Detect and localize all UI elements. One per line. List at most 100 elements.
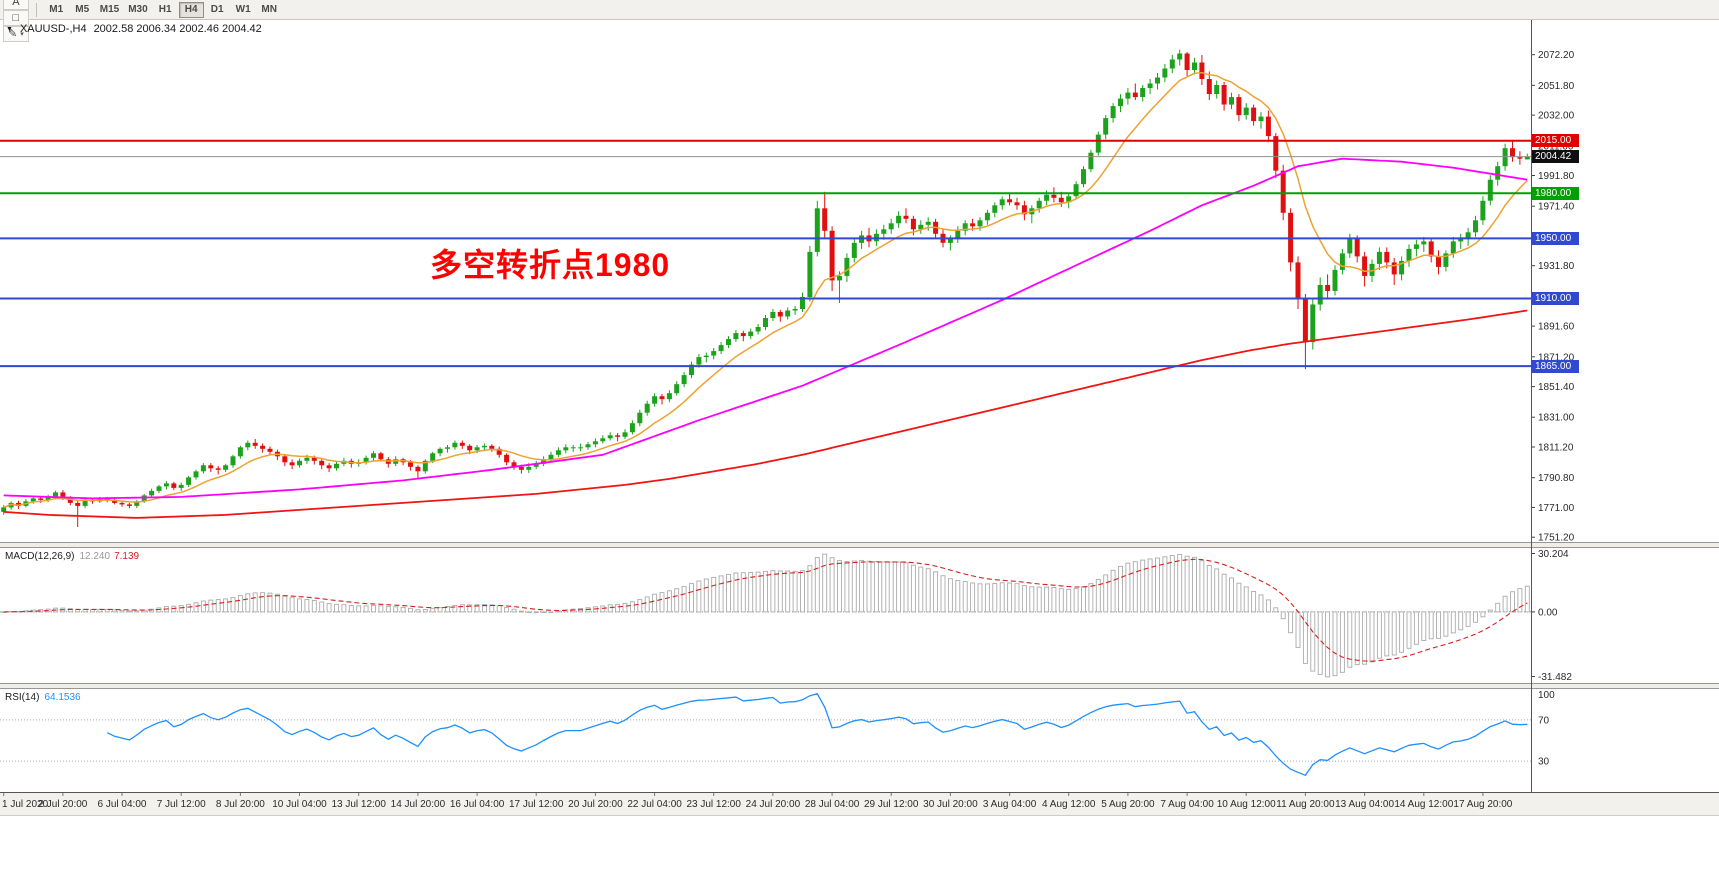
candle bbox=[504, 454, 510, 463]
candle bbox=[1132, 92, 1138, 98]
timeframe-button-mn[interactable]: MN bbox=[261, 4, 277, 15]
svg-text:14 Aug 12:00: 14 Aug 12:00 bbox=[1394, 799, 1453, 810]
candle bbox=[518, 466, 524, 470]
candle bbox=[297, 460, 302, 466]
candle bbox=[1162, 68, 1168, 78]
timeframe-button-h1[interactable]: H1 bbox=[158, 4, 172, 15]
candle bbox=[533, 463, 539, 467]
timeframe-button-m5[interactable]: M5 bbox=[75, 4, 90, 15]
candle bbox=[1199, 62, 1205, 79]
candle bbox=[67, 498, 73, 503]
candle bbox=[1192, 62, 1197, 70]
candle bbox=[1487, 179, 1493, 201]
annotation-text[interactable]: 多空转折点1980 bbox=[430, 247, 671, 283]
chart-dropdown-icon[interactable]: ▼ bbox=[6, 25, 13, 33]
candle bbox=[445, 447, 450, 449]
candle bbox=[1103, 118, 1109, 135]
rsi-value: 64.1536 bbox=[44, 692, 81, 703]
candle bbox=[777, 312, 783, 317]
candle bbox=[1436, 256, 1441, 267]
candle bbox=[1081, 169, 1086, 185]
panel-divider[interactable] bbox=[0, 684, 1719, 688]
candle bbox=[555, 450, 561, 455]
price-axis[interactable] bbox=[1531, 20, 1719, 793]
candle bbox=[925, 221, 931, 225]
svg-text:20 Jul 20:00: 20 Jul 20:00 bbox=[568, 799, 623, 810]
candle bbox=[1413, 244, 1419, 249]
candle bbox=[371, 453, 376, 458]
svg-text:6 Jul 04:00: 6 Jul 04:00 bbox=[98, 799, 147, 810]
time-axis[interactable] bbox=[0, 793, 1719, 815]
candle bbox=[237, 447, 243, 457]
text-tool-button[interactable]: A bbox=[3, 0, 29, 10]
candle bbox=[637, 412, 643, 424]
timeframe-button-h4[interactable]: H4 bbox=[178, 1, 204, 18]
candle bbox=[1221, 85, 1227, 105]
svg-text:30.204: 30.204 bbox=[1538, 549, 1569, 560]
symbol-title: XAUUSD-,H4 bbox=[19, 23, 87, 35]
svg-text:16 Jul 04:00: 16 Jul 04:00 bbox=[450, 799, 505, 810]
timeframe-button-w1[interactable]: W1 bbox=[235, 4, 251, 15]
candle bbox=[1480, 200, 1486, 221]
timeframe-button-m30[interactable]: M30 bbox=[128, 4, 148, 15]
candle bbox=[1362, 256, 1368, 276]
candle bbox=[881, 229, 887, 234]
panel-divider[interactable] bbox=[0, 543, 1719, 547]
candle bbox=[252, 442, 258, 446]
svg-text:30: 30 bbox=[1538, 757, 1550, 768]
macd-signal-line bbox=[3, 558, 1528, 662]
candle bbox=[186, 477, 192, 485]
candle bbox=[1073, 184, 1079, 197]
svg-text:14 Jul 20:00: 14 Jul 20:00 bbox=[391, 799, 446, 810]
svg-text:11 Aug 20:00: 11 Aug 20:00 bbox=[1276, 799, 1335, 810]
candle bbox=[622, 432, 628, 437]
candle bbox=[1243, 107, 1249, 116]
timeframe-button-d1[interactable]: D1 bbox=[210, 4, 224, 15]
candle bbox=[578, 447, 584, 449]
svg-text:0.00: 0.00 bbox=[1538, 607, 1558, 618]
candle bbox=[38, 498, 44, 500]
candle bbox=[822, 208, 828, 231]
rsi-name: RSI(14) bbox=[5, 692, 40, 703]
candle bbox=[1510, 148, 1515, 158]
svg-text:100: 100 bbox=[1538, 690, 1555, 701]
candle bbox=[1273, 136, 1279, 171]
price-badge-1910.00: 1910.00 bbox=[1532, 292, 1579, 305]
ma-slow-red bbox=[3, 309, 1528, 519]
svg-text:29 Jul 12:00: 29 Jul 12:00 bbox=[864, 799, 919, 810]
candle bbox=[726, 339, 731, 346]
draw-tool-button[interactable]: ✎ ▾ bbox=[3, 25, 29, 42]
timeframe-button-m15[interactable]: M15 bbox=[99, 4, 120, 15]
candle bbox=[134, 501, 140, 506]
candle bbox=[163, 483, 169, 487]
candle bbox=[60, 492, 66, 499]
candle bbox=[304, 457, 310, 461]
candle bbox=[733, 333, 739, 340]
candle bbox=[711, 351, 717, 356]
ma-mid-magenta bbox=[3, 157, 1528, 500]
draw-tool-icon: ✎ bbox=[8, 28, 18, 40]
shape-tool-icon: □ bbox=[12, 11, 20, 24]
candle bbox=[1051, 194, 1057, 198]
candle bbox=[156, 486, 162, 491]
candle bbox=[1177, 53, 1183, 60]
candle bbox=[1280, 170, 1286, 213]
candle bbox=[970, 223, 976, 227]
candle bbox=[763, 318, 768, 327]
candle bbox=[223, 465, 229, 470]
svg-text:3 Aug 04:00: 3 Aug 04:00 bbox=[983, 799, 1037, 810]
candle bbox=[666, 393, 672, 400]
svg-text:1891.60: 1891.60 bbox=[1538, 322, 1575, 333]
candle bbox=[1206, 79, 1212, 94]
rsi-line bbox=[106, 693, 1528, 777]
candle bbox=[1325, 285, 1331, 291]
chart-symbol-header: ▼ XAUUSD-,H4 2002.58 2006.34 2002.46 200… bbox=[6, 23, 262, 35]
candle bbox=[1458, 238, 1464, 242]
shape-tool-button[interactable]: □ bbox=[3, 9, 29, 26]
candle bbox=[681, 375, 687, 385]
candle bbox=[363, 457, 369, 463]
candle bbox=[75, 502, 81, 506]
candle bbox=[245, 442, 251, 448]
timeframe-button-m1[interactable]: M1 bbox=[49, 4, 64, 15]
